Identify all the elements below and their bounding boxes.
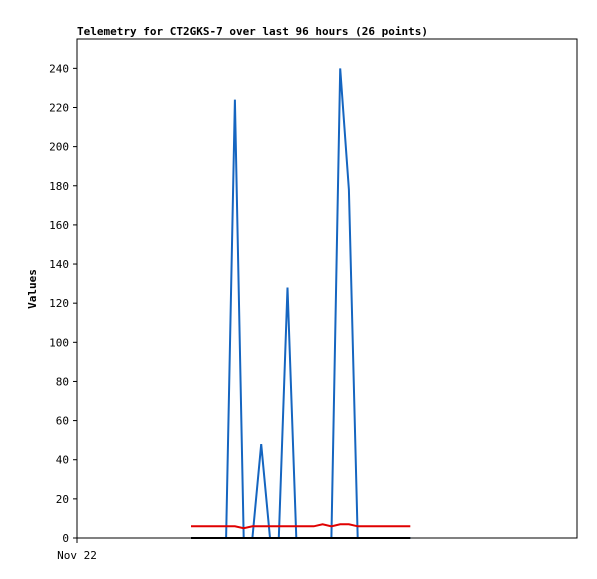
y-tick-label: 180 [49, 180, 69, 193]
y-tick-label: 40 [56, 454, 69, 467]
series-line-1 [191, 523, 411, 530]
y-axis-label: Values [26, 269, 39, 309]
y-tick-label: 160 [49, 219, 69, 232]
y-tick-label: 140 [49, 258, 69, 271]
chart-title: Telemetry for CT2GKS-7 over last 96 hour… [77, 25, 428, 38]
y-tick-label: 60 [56, 415, 69, 428]
y-axis-ticks: 0 20 40 60 80 100 120 140 160 180 200 220 240 [49, 62, 77, 545]
series-layer [191, 68, 411, 539]
y-tick-label: 0 [62, 532, 69, 545]
x-axis-ticks: Nov 22 [57, 538, 97, 562]
y-tick-label: 20 [56, 493, 69, 506]
y-tick-label: 220 [49, 101, 69, 114]
x-tick-label: Nov 22 [57, 549, 97, 562]
y-tick-label: 240 [49, 62, 69, 75]
y-tick-label: 100 [49, 336, 69, 349]
y-tick-label: 200 [49, 141, 69, 154]
y-tick-label: 80 [56, 375, 69, 388]
plot-frame [76, 38, 578, 539]
series-line-0 [191, 68, 411, 539]
y-tick-label: 120 [49, 297, 69, 310]
